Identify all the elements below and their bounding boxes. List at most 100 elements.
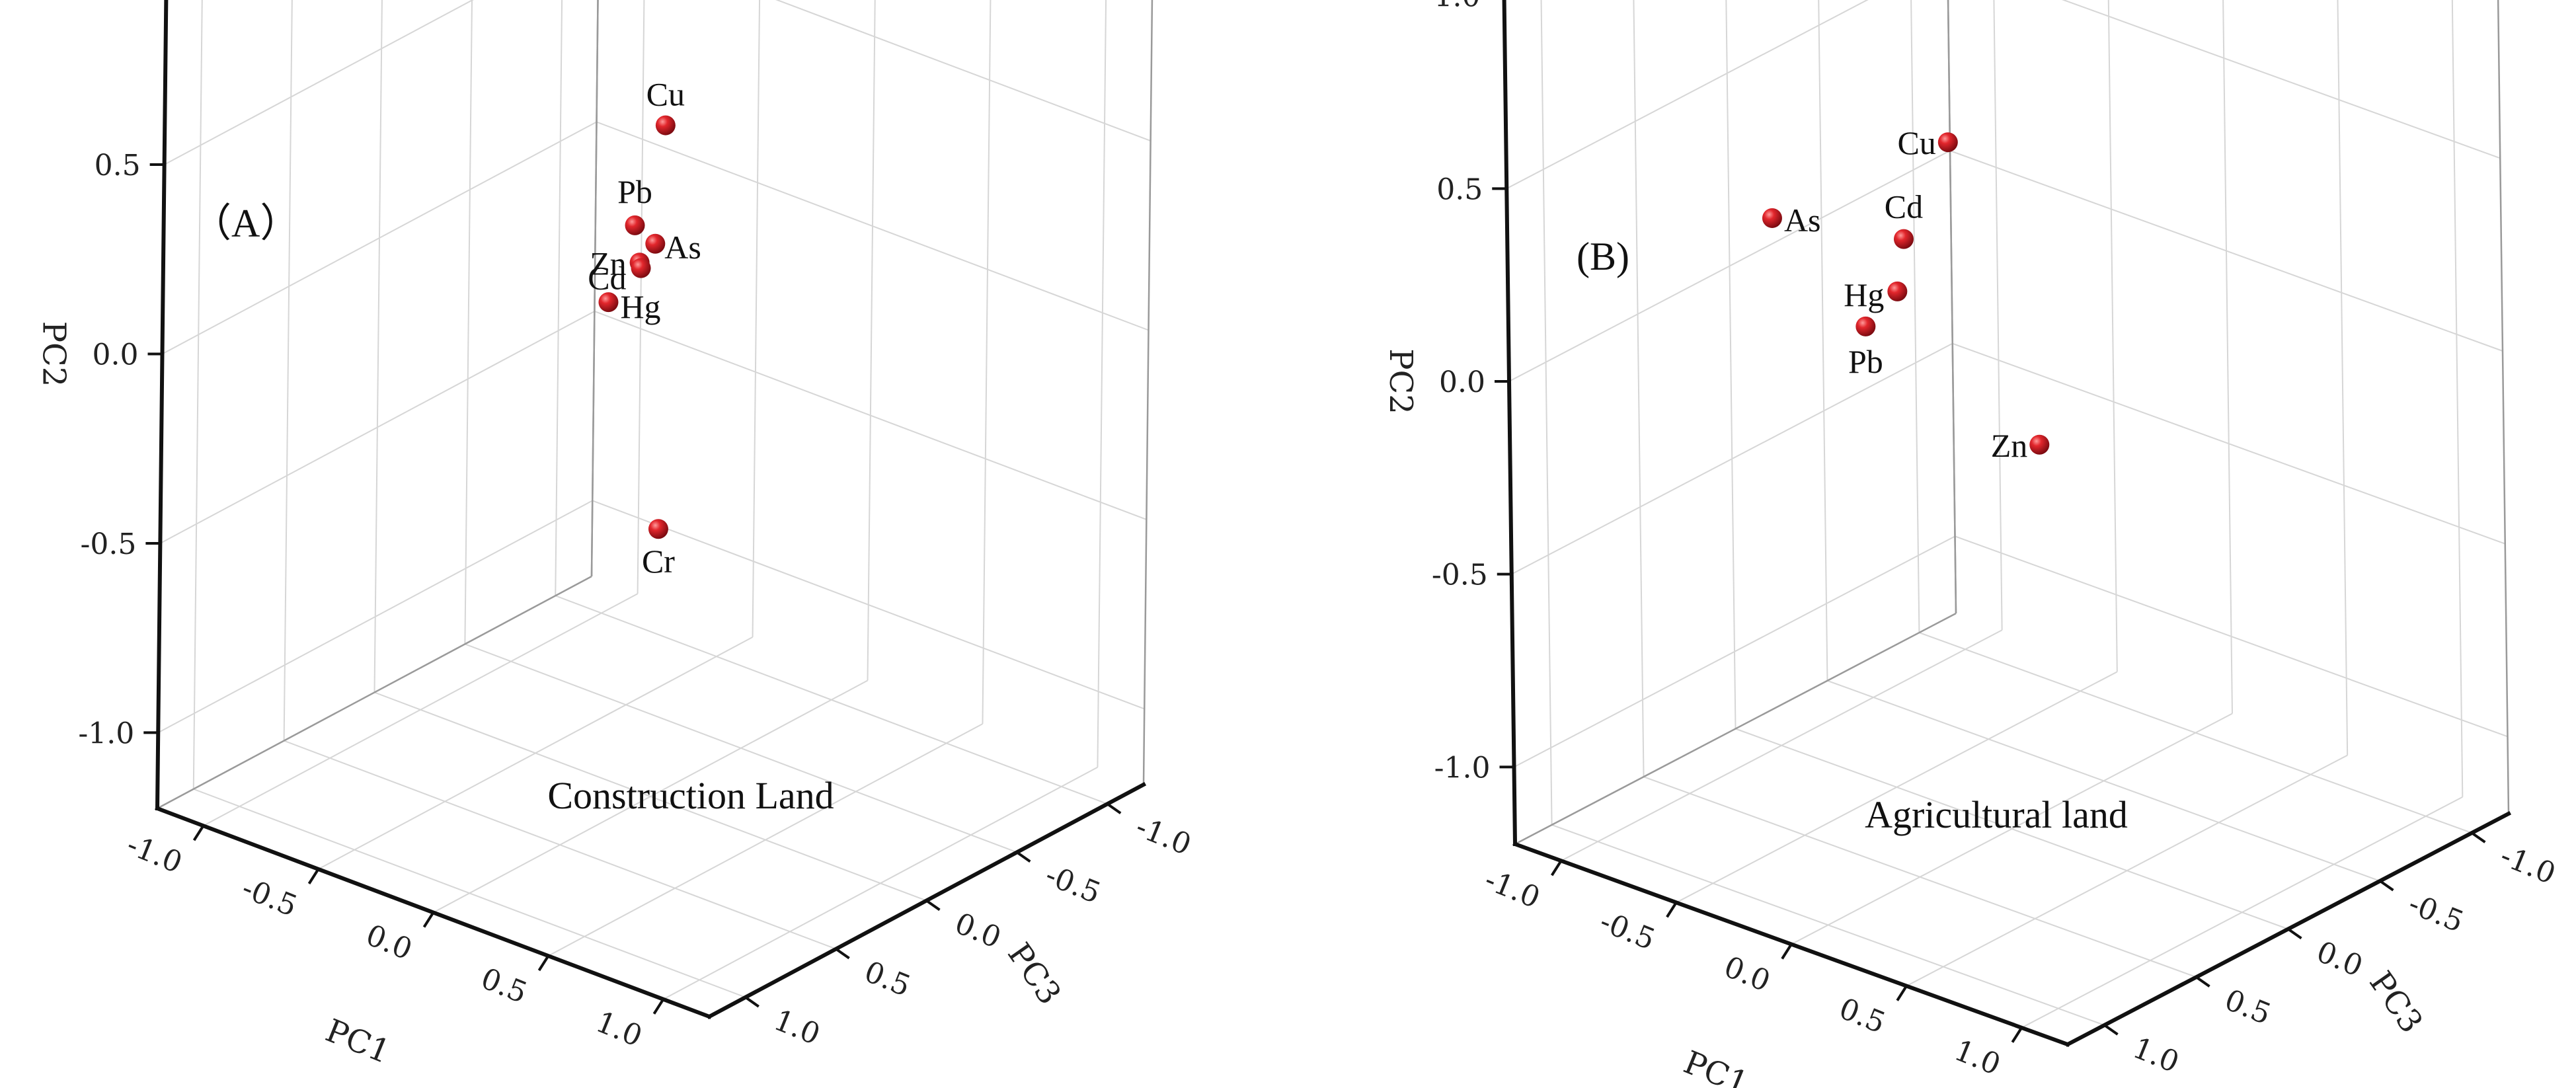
point-pb	[625, 215, 645, 235]
pc1-tick	[192, 825, 205, 841]
grid-line	[1097, 0, 1107, 767]
pc1-tick-label: 0.0	[361, 918, 416, 967]
pc3-tick	[2195, 976, 2210, 988]
grid-line	[1735, 728, 2288, 930]
pc1-tick	[1896, 985, 1908, 1001]
pc3-tick-label: -1.0	[2495, 839, 2560, 891]
point-label-cu: Cu	[646, 76, 685, 113]
point-pb	[1855, 316, 1876, 336]
point-cr	[648, 519, 668, 539]
pc3-tick	[744, 996, 760, 1008]
pc1-tick-label: 1.0	[591, 1005, 646, 1054]
pc1-tick-label: -0.5	[237, 871, 302, 923]
gridlines	[1506, 0, 2508, 1029]
grid-line	[1949, 150, 2503, 352]
point-label-cd: Cd	[1885, 188, 1923, 225]
pc3-tick-label: 1.0	[2128, 1031, 2183, 1080]
pc1-axis-title: PC1	[1678, 1044, 1753, 1088]
pc1-tick	[1550, 860, 1563, 876]
pc1-tick-label: -1.0	[1480, 863, 1545, 915]
panel-label: （A）	[192, 202, 299, 245]
point-label-hg: Hg	[620, 288, 660, 325]
pc1-tick	[652, 998, 665, 1015]
pc2-axis-title: PC2	[1382, 348, 1419, 414]
grid-line	[2337, 0, 2349, 756]
pc2-tick-label: 0.0	[1439, 366, 1485, 399]
point-hg	[1887, 281, 1908, 301]
pc3-tick-label: 0.0	[950, 906, 1005, 955]
grid-line	[1827, 680, 2380, 882]
grid-line	[555, 595, 1108, 805]
grid-line	[2222, 0, 2233, 714]
grid-line	[555, 0, 563, 596]
pc3-tick	[2287, 927, 2302, 940]
point-cu	[1937, 132, 1958, 153]
pc3-tick	[1107, 802, 1122, 814]
pc3-tick-label: 0.5	[2220, 983, 2275, 1032]
grid-line	[1561, 629, 2003, 862]
pc1-tick-label: 1.0	[1949, 1033, 2005, 1082]
gridlines	[157, 0, 1151, 1000]
grid-line	[775, 0, 1151, 141]
pc3-tick-label: -0.5	[2403, 887, 2468, 939]
grid-line	[2061, 0, 2501, 159]
grid-line	[752, 0, 761, 637]
point-label-hg: Hg	[1844, 276, 1884, 313]
grid-line	[1676, 671, 2118, 904]
pc3-tick-label: 1.0	[769, 1003, 825, 1052]
pc2-tick-label: 1.0	[1434, 0, 1481, 14]
grid-line	[464, 0, 473, 644]
pc2-tick-label: -0.5	[1432, 559, 1488, 592]
point-as	[645, 233, 666, 254]
grid-line	[1919, 632, 2472, 834]
pc2-tick-label: -1.0	[1434, 751, 1491, 785]
point-zn	[2029, 434, 2050, 455]
pc1-tick	[537, 955, 550, 972]
data-points: NiCrCuZnCdHgPbAs	[1762, 124, 2050, 464]
point-label-cd: Cd	[588, 260, 626, 297]
point-cd	[631, 258, 651, 278]
data-points: NiCrCuPbAsZnCdHg	[588, 76, 701, 580]
grid-line	[374, 691, 927, 902]
grid-line	[1506, 0, 1869, 190]
axes	[143, 0, 1147, 1020]
pc3-tick-label: 0.5	[860, 955, 916, 1004]
point-label-as: As	[1784, 202, 1821, 239]
grid-line	[192, 0, 203, 789]
pc3-axis-title: PC3	[1000, 936, 1068, 1011]
grid-line	[637, 0, 645, 594]
axes	[1492, 0, 2512, 1048]
grid-line	[1633, 0, 1645, 777]
grid-line	[2451, 0, 2464, 797]
grid-line	[373, 0, 383, 693]
pc3-tick	[1016, 851, 1031, 863]
panel-subtitle: Construction Land	[547, 774, 834, 817]
pc1-tick	[1781, 943, 1793, 960]
grid-line	[1818, 0, 1828, 681]
box-edge	[590, 0, 599, 577]
panel-a: -1.0 -1.0 -1.0 -0.5 -0.5 -0.5 0.0 0.0 0.0 0.5 0.5 0…	[36, 0, 1196, 1071]
grid-line	[1910, 0, 1920, 633]
grid-line	[1993, 0, 2003, 631]
point-label-pb: Pb	[617, 173, 652, 210]
pc3-tick-label: -0.5	[1040, 858, 1105, 910]
pc1-tick	[307, 868, 320, 884]
pc1-tick	[2011, 1027, 2023, 1043]
pc1-tick-label: -1.0	[122, 828, 187, 880]
panel-label: (B)	[1577, 235, 1629, 278]
pc2-axis-line	[1502, 0, 1518, 847]
point-hg	[598, 292, 619, 313]
box-edge	[1514, 612, 1957, 845]
grid-line	[318, 636, 754, 870]
pc2-axis-title: PC2	[36, 321, 73, 387]
grid-line	[1508, 150, 1951, 382]
pc3-tick-label: 0.0	[2312, 935, 2367, 984]
pc2-axis-line	[155, 0, 169, 811]
grid-line	[465, 643, 1017, 853]
pc3-tick	[2103, 1024, 2119, 1036]
grid-line	[162, 121, 597, 355]
point-label-cu: Cu	[1897, 124, 1935, 161]
pc2-tick-label: 0.5	[1436, 173, 1483, 206]
grid-line	[164, 0, 474, 165]
